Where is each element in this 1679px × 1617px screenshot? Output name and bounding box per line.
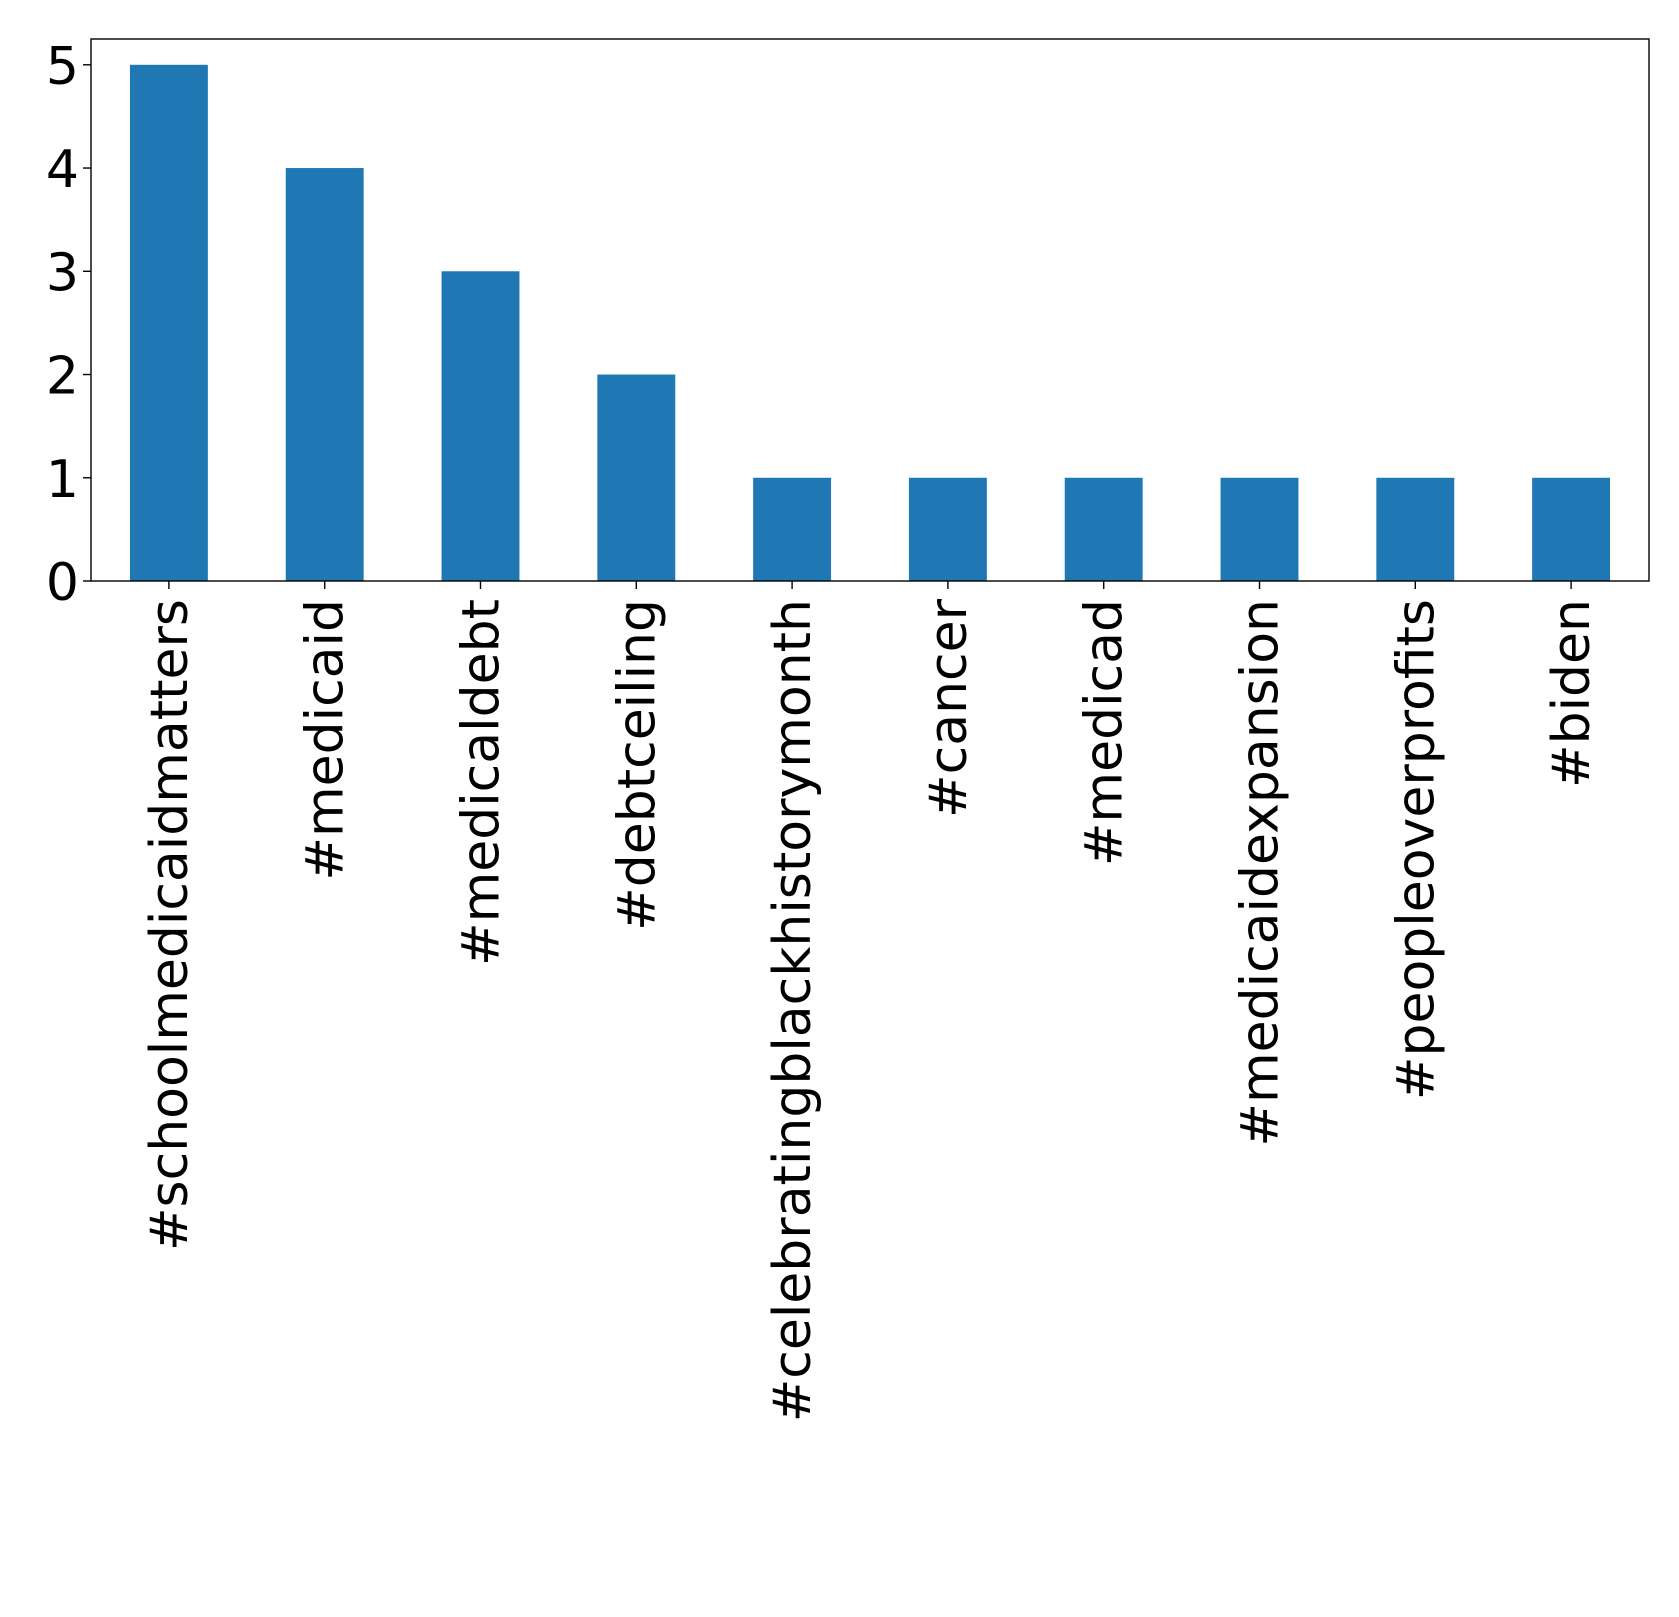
bar-medicaidexpansion (1220, 477, 1299, 581)
x-tick-label: #medicaid (296, 599, 356, 881)
x-tick-label: #medicaldebt (452, 599, 512, 966)
bar-cancer (908, 477, 987, 581)
y-tick-label: 4 (46, 140, 79, 200)
bar-medicaldebt (441, 271, 520, 581)
x-tick-label: #debtceiling (607, 599, 667, 931)
x-axis-ticks: #schoolmedicaidmatters #medicaid #medicald… (140, 581, 1602, 1422)
bars-group (129, 64, 1611, 582)
y-axis-ticks: 0 1 2 3 4 5 (46, 37, 91, 613)
y-tick-label: 0 (46, 553, 79, 613)
x-tick-label: #cancer (919, 598, 979, 818)
x-tick-label: #peopleoverprofits (1386, 599, 1446, 1100)
bar-biden (1532, 477, 1611, 581)
x-tick-label: #medicaidexpansion (1231, 599, 1291, 1147)
x-tick-label: #schoolmedicaidmatters (140, 599, 200, 1251)
bar-celebratingblackhistorymonth (753, 477, 832, 581)
y-tick-label: 2 (46, 347, 79, 407)
x-tick-label: #medicad (1075, 599, 1135, 866)
plot-frame (90, 38, 1650, 582)
bar-medicaid (285, 168, 364, 582)
x-tick-label: #celebratingblackhistorymonth (763, 599, 823, 1422)
bar-medicad (1064, 477, 1143, 581)
y-tick-label: 1 (46, 450, 79, 510)
y-tick-label: 3 (46, 243, 79, 303)
bar-schoolmedicaidmatters (129, 64, 208, 582)
x-tick-label: #biden (1542, 599, 1602, 788)
bar-peopleoverprofits (1376, 477, 1455, 581)
bar-debtceiling (597, 374, 676, 581)
y-tick-label: 5 (46, 37, 79, 97)
